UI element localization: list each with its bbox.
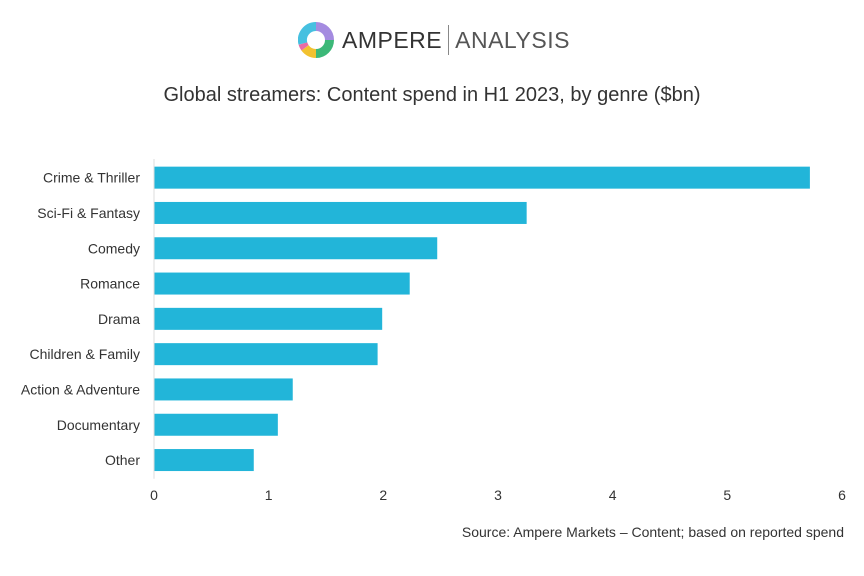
category-label: Comedy xyxy=(88,240,140,256)
logo: AMPERE ANALYSIS xyxy=(298,20,570,60)
x-tick-label: 5 xyxy=(723,487,731,503)
bar xyxy=(154,343,378,366)
category-label: Other xyxy=(105,452,140,468)
chart-title: Global streamers: Content spend in H1 20… xyxy=(163,84,701,106)
logo-brand: AMPERE xyxy=(342,26,443,53)
ampere-logo-icon xyxy=(298,22,334,58)
logo-divider xyxy=(448,25,450,55)
category-label: Romance xyxy=(80,276,140,292)
bar xyxy=(154,272,410,295)
category-label: Sci-Fi & Fantasy xyxy=(37,205,140,221)
x-tick-label: 4 xyxy=(609,487,617,503)
bar xyxy=(154,201,527,224)
category-label: Drama xyxy=(98,311,140,327)
bar xyxy=(154,378,293,401)
category-label: Children & Family xyxy=(30,346,140,362)
bar xyxy=(154,449,254,472)
x-tick-label: 0 xyxy=(150,487,158,503)
bar xyxy=(154,307,383,330)
x-tick-label: 2 xyxy=(379,487,387,503)
x-tick-label: 6 xyxy=(838,487,846,503)
category-label: Crime & Thriller xyxy=(43,170,140,186)
source-note: Source: Ampere Markets – Content; based … xyxy=(461,524,844,540)
bar-chart: Crime & Thriller Sci-Fi & Fantasy Comedy Ro… xyxy=(21,159,846,503)
x-tick-label: 1 xyxy=(265,487,273,503)
category-label: Action & Adventure xyxy=(21,381,140,397)
bar xyxy=(154,237,438,260)
bar xyxy=(154,413,278,436)
bar xyxy=(154,166,810,189)
logo-sub: ANALYSIS xyxy=(455,26,570,53)
category-label: Documentary xyxy=(57,417,140,433)
x-tick-label: 3 xyxy=(494,487,502,503)
